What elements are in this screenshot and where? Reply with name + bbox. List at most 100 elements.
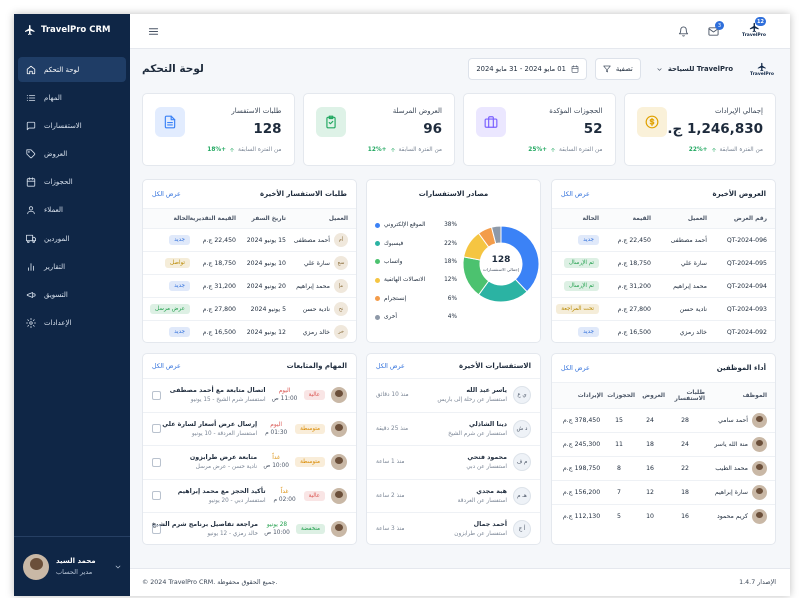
legend-value: 4% bbox=[447, 314, 457, 321]
messages[interactable]: 3 bbox=[708, 21, 724, 39]
inquiry-item[interactable]: د ش دينا الشاذلي استفسار عن شرم الشيخ منذ 2… bbox=[367, 411, 540, 446]
topbar: 3 TravelPro 12 bbox=[130, 14, 790, 49]
kpi-arrow bbox=[550, 147, 556, 153]
table-header: العميل تاريخ السفر القيمة التقديرية الحالة bbox=[143, 208, 356, 228]
table-cell: 24 bbox=[646, 417, 654, 424]
panel-header: الاستفسارات الأخيرة عرض الكل bbox=[367, 354, 540, 378]
inquiry-text: ياسر عبد الله استفسار عن رحلة إلى باريس bbox=[415, 387, 507, 403]
user-chevron bbox=[114, 563, 122, 571]
kpi-value: 1,246,830 ج.م bbox=[657, 121, 763, 137]
user-info: محمد السيد مدير الحساب bbox=[56, 557, 107, 576]
date-range[interactable]: 01 مايو 2024 - 31 مايو 2024 bbox=[468, 58, 587, 80]
inquiry-text: أحمد جمال استفسار عن طرابزون bbox=[411, 521, 507, 537]
table-cell: سارة إبراهيم bbox=[705, 485, 767, 500]
kpi-arrow bbox=[711, 147, 717, 153]
client-name: محمد إبراهيم bbox=[296, 282, 330, 290]
company-select[interactable]: TravelPro للسياحة bbox=[649, 58, 740, 80]
table-cell: 31,200 ج.م bbox=[617, 282, 651, 290]
inquiry-subject: استفسار عن شرم الشيخ bbox=[448, 430, 507, 437]
profile-logo-text: TravelPro bbox=[742, 33, 766, 38]
nav-item[interactable]: الإعدادات bbox=[18, 311, 126, 336]
brand: TravelPro CRM bbox=[24, 24, 110, 36]
table-cell: جديد bbox=[151, 281, 190, 291]
nav-item[interactable]: العملاء bbox=[18, 198, 126, 223]
view-all-link[interactable]: عرض الكل bbox=[152, 362, 181, 370]
icon-path bbox=[27, 211, 35, 215]
status-badge: تواصل bbox=[165, 258, 190, 268]
panel-header: العروض الأخيرة عرض الكل bbox=[552, 180, 775, 208]
view-all-link[interactable]: عرض الكل bbox=[561, 190, 590, 198]
icon-svg bbox=[603, 65, 611, 73]
client-initials: مإ bbox=[334, 279, 348, 293]
nav-item[interactable]: المهام bbox=[18, 85, 126, 110]
recent-inquiries-panel: الاستفسارات الأخيرة عرض الكل ي ع ياسر عبد ا… bbox=[366, 353, 541, 545]
table-cell: 28 bbox=[681, 417, 689, 424]
user-role: مدير الحساب bbox=[56, 568, 93, 576]
priority-badge: متوسطة bbox=[295, 423, 325, 434]
task-checkbox[interactable] bbox=[152, 524, 161, 534]
task-day: غداً bbox=[272, 455, 280, 462]
icon-path bbox=[649, 117, 654, 127]
legend-value: 18% bbox=[444, 258, 457, 265]
nav-icon bbox=[26, 318, 36, 329]
inquiry-item[interactable]: ي ع ياسر عبد الله استفسار عن رحلة إلى باري… bbox=[367, 378, 540, 412]
status-badge: جديد bbox=[169, 235, 190, 245]
table-header: رقم العرض العميل القيمة الحالة bbox=[552, 208, 775, 228]
view-all-link[interactable]: عرض الكل bbox=[561, 364, 590, 372]
filter-button[interactable]: تصفية bbox=[594, 58, 641, 80]
task-checkbox[interactable] bbox=[152, 457, 161, 467]
nav-item[interactable]: الاستفسارات bbox=[18, 113, 126, 138]
kpi-note: من الفترة السابقة bbox=[559, 147, 603, 153]
table-cell: 18 bbox=[681, 489, 689, 496]
status-badge: تم الإرسال bbox=[564, 281, 599, 291]
nav-item[interactable]: التسويق bbox=[18, 283, 126, 308]
nav-item[interactable]: الموردين bbox=[18, 226, 126, 251]
client-name: سارة علي bbox=[303, 259, 330, 267]
legend-label: الموقع الإلكتروني bbox=[384, 222, 426, 229]
task-time: 02:00 م bbox=[273, 496, 296, 503]
nav-item[interactable]: العروض bbox=[18, 142, 126, 167]
task-due: اليوم 01:30 م bbox=[263, 422, 289, 436]
kpi-change: +12% bbox=[367, 147, 387, 153]
profile[interactable]: TravelPro 12 bbox=[740, 17, 768, 38]
nav-item[interactable]: الحجوزات bbox=[18, 170, 126, 195]
panel-title: العروض الأخيرة bbox=[712, 190, 766, 198]
task-checkbox[interactable] bbox=[152, 424, 161, 434]
view-all-link[interactable]: عرض الكل bbox=[152, 190, 181, 198]
table-cell: 31,200 ج.م bbox=[202, 282, 236, 290]
view-all-link[interactable]: عرض الكل bbox=[376, 362, 405, 370]
inquiry-item[interactable]: أ ج أحمد جمال استفسار عن طرابزون منذ 3 ساعة bbox=[367, 512, 540, 544]
task-detail: خالد رمزي - 12 يونيو bbox=[207, 531, 259, 538]
priority-badge: عالية bbox=[303, 490, 325, 501]
user-block[interactable]: محمد السيد مدير الحساب bbox=[14, 536, 130, 596]
task-checkbox[interactable] bbox=[152, 491, 161, 501]
inquiry-time: منذ 10 دقائق bbox=[376, 392, 409, 399]
inquiry-item[interactable]: هـ م هبة مجدي استفسار عن الغردقة منذ 2 ساعة bbox=[367, 478, 540, 513]
column-header: الحالة bbox=[582, 215, 599, 222]
notifications[interactable] bbox=[678, 26, 689, 37]
inquiry-subject: استفسار عن رحلة إلى باريس bbox=[437, 397, 507, 404]
icon-rect bbox=[484, 118, 498, 128]
inquiry-item[interactable]: م ف محمود فتحي استفسار عن دبي منذ 1 ساعة bbox=[367, 445, 540, 479]
column-header: القيمة bbox=[632, 215, 651, 222]
icon-circle bbox=[27, 240, 30, 243]
kpi-footer: من الفترة السابقة +22% bbox=[637, 147, 763, 153]
task-checkbox[interactable] bbox=[152, 390, 161, 400]
table-cell: 16,500 ج.م bbox=[202, 328, 236, 336]
status-badge: تحت المراجعة bbox=[556, 304, 599, 314]
icon-path bbox=[26, 318, 36, 329]
kpi-change: +25% bbox=[528, 147, 548, 153]
nav-label: التقارير bbox=[44, 262, 66, 271]
kpi-icon bbox=[636, 107, 667, 137]
employee-photo bbox=[752, 413, 767, 428]
kpi-arrow bbox=[390, 147, 396, 153]
table-cell: 22,450 ج.م bbox=[202, 236, 236, 244]
table-cell: كريم محمود bbox=[705, 509, 767, 524]
icon-svg bbox=[115, 565, 121, 568]
menu-button[interactable] bbox=[148, 26, 159, 37]
icon-rect bbox=[26, 178, 36, 187]
nav-item[interactable]: التقارير bbox=[18, 254, 126, 279]
nav-label: العروض bbox=[44, 150, 68, 159]
icon-circle bbox=[28, 206, 34, 211]
nav-item[interactable]: لوحة التحكم bbox=[18, 57, 126, 82]
